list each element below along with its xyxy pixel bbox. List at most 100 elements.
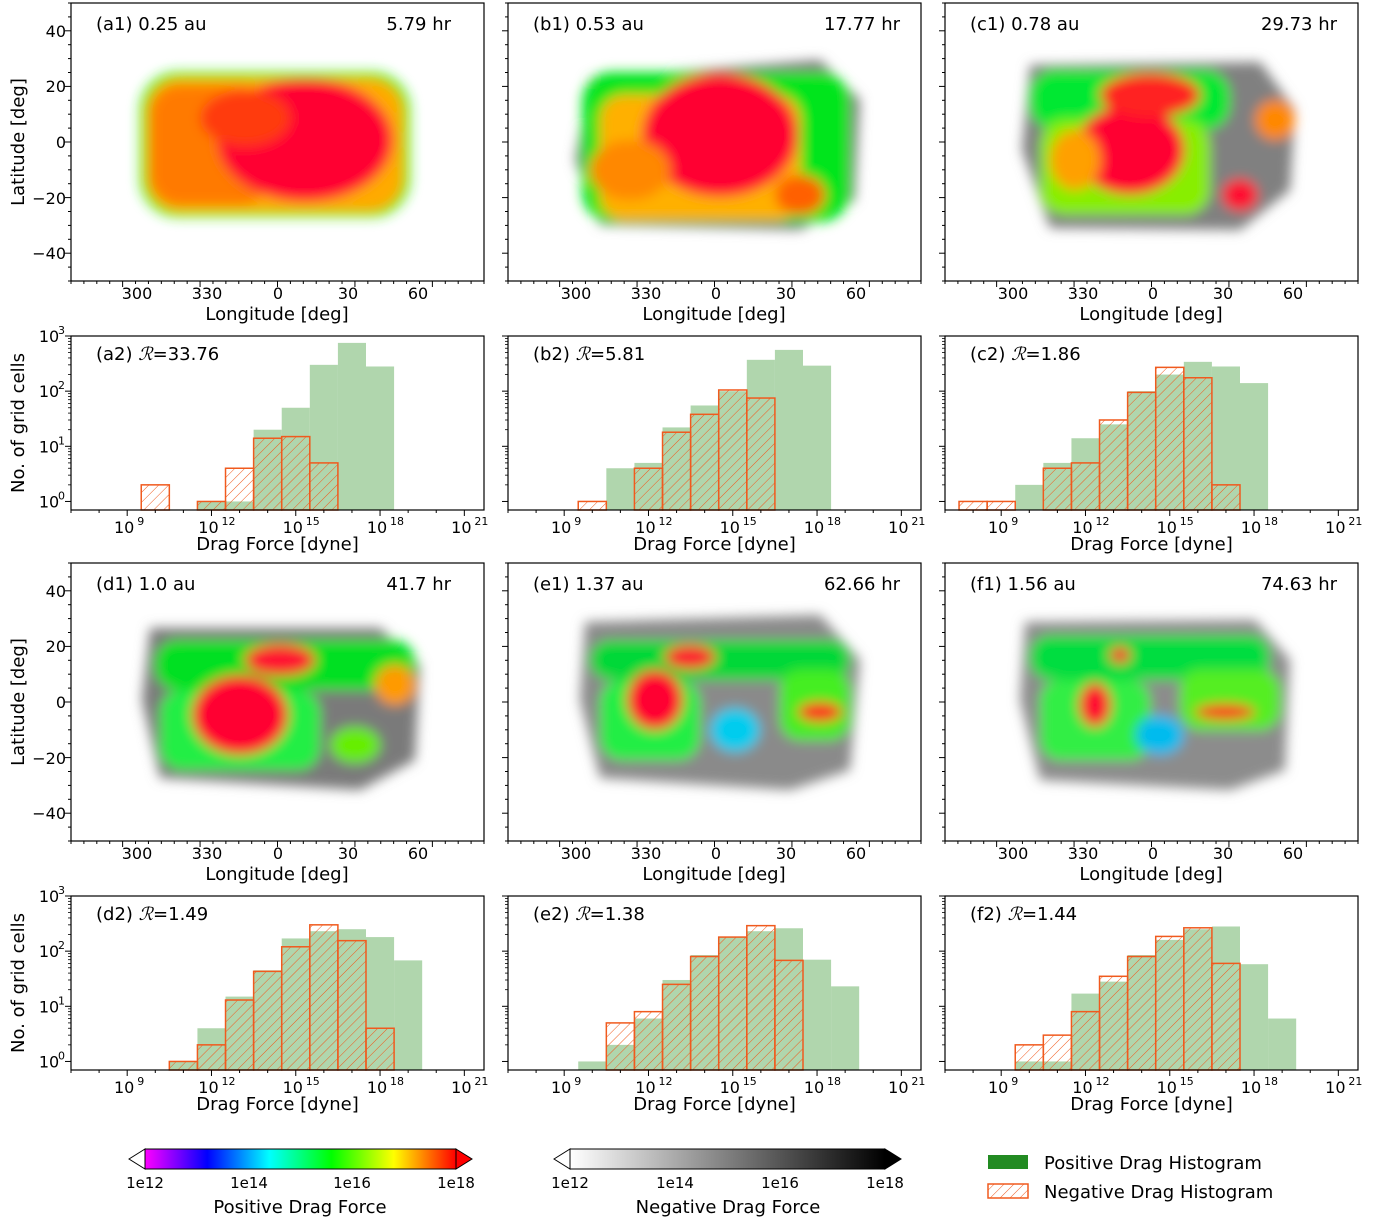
map-xtick: 0 [273,844,283,863]
map-xtick: 0 [711,844,721,863]
negative-bar [224,467,255,511]
negative-bar [1014,1044,1045,1071]
map-ytick: 40 [46,582,66,601]
hist-xtick-label: 10 [114,518,134,537]
negative-bar [577,500,608,511]
map-ytick: 0 [56,133,66,152]
hist-xlabel: Drag Force [dyne] [1070,534,1232,555]
hist-xtick-label: 10 [367,518,387,537]
legend-positive-swatch [988,1155,1028,1169]
legend-negative-label: Negative Drag Histogram [1044,1182,1273,1203]
panel-b1-time: 17.77 hr [824,14,901,35]
hist-xtick-exponent: 18 [827,1075,841,1088]
map-xtick-labels-e1: 300 330 0 30 60 [561,844,866,863]
negative-bar [1070,1010,1101,1071]
negative-bar [1042,1034,1073,1071]
hist-xtick-exponent: 12 [1095,515,1109,528]
colorbar-negative-tick: 1e18 [866,1174,904,1192]
map-ytick: 20 [46,637,66,656]
histogram-frame [944,895,1359,1071]
negative-bar [1126,955,1157,1071]
hist-ylabel: No. of grid cells [8,353,29,493]
negative-bar [252,970,283,1071]
negative-bar [1183,376,1213,511]
panel-e1-time: 62.66 hr [824,574,901,595]
map-ytick: −20 [32,749,66,768]
map-ytick: −20 [32,189,66,208]
negative-bar [280,435,311,511]
negative-bar [365,1027,395,1071]
negative-bar [309,924,339,1071]
panel-c1-label: (c1) 0.78 au [970,14,1079,35]
negative-bar [746,397,776,511]
negative-bar [661,983,692,1071]
positive-bar [1240,964,1269,1070]
map-xtick: 330 [631,844,662,863]
map-xtick: 30 [338,284,358,303]
positive-bar [1268,1018,1297,1070]
hist-ytick-label: 10 [39,327,59,346]
map-tick-marks [65,2,1359,847]
negative-bar [1211,484,1241,511]
hist-xtick-label: 10 [635,1078,655,1097]
map-panel-c1: (c1) 0.78 au 29.73 hr [944,2,1359,282]
hist-xtick-label: 10 [1241,1078,1261,1097]
hist-ytick-exponent: 2 [58,379,65,392]
hist-xtick-label: 10 [114,1078,134,1097]
colorbar-positive-tick: 1e14 [230,1174,268,1192]
hist-ytick-exponent: 0 [58,1049,65,1062]
positive-bar [1240,383,1269,510]
map-xtick: 0 [1148,284,1158,303]
map-xtick: 60 [1283,284,1303,303]
map-xtick: 30 [776,844,796,863]
map-panel-f1: (f1) 1.56 au 74.63 hr [944,562,1359,842]
negative-bar [1211,962,1241,1071]
map-panel-a1: (a1) 0.25 au 5.79 hr [70,2,485,282]
map-panel-b1: (b1) 0.53 au 17.77 hr [507,2,922,282]
hist-xtick-label: 10 [988,1078,1008,1097]
hist-xtick-label: 10 [1325,1078,1345,1097]
hist-xtick-exponent: 12 [221,1075,235,1088]
negative-bar [1070,462,1101,511]
map-xtick: 330 [1068,844,1099,863]
histogram-frame [70,335,485,511]
hist-ytick-exponent: 3 [58,884,65,897]
negative-bar [661,431,692,511]
negative-bar [605,1022,636,1071]
positive-bar [606,468,635,510]
hist-xtick-exponent: 9 [137,515,144,528]
map-xtick: 300 [122,844,153,863]
colorbar-positive: 1e12 1e14 1e16 1e18 Positive Drag Force [126,1148,475,1218]
hist-xtick-exponent: 21 [1348,1075,1362,1088]
hist-panel-label: (b2) ℛ=5.81 [533,344,645,365]
map-xtick-labels-f1: 300 330 0 30 60 [998,844,1303,863]
map-ytick: 20 [46,77,66,96]
hist-xtick-exponent: 18 [1264,1075,1278,1088]
map-xlabel-b1: Longitude [deg] [642,304,785,325]
hist-xtick-label: 10 [720,1078,740,1097]
hist-xtick-label: 10 [888,518,908,537]
hist-xtick-exponent: 9 [1011,515,1018,528]
positive-bar [1015,484,1044,510]
positive-bar [803,959,832,1070]
hist-xtick-label: 10 [1241,518,1261,537]
hist-ytick-label: 10 [39,887,59,906]
hist-xtick-exponent: 15 [306,1075,320,1088]
hist-ytick-exponent: 1 [58,994,65,1007]
heatmap-f1 [1020,620,1290,790]
hist-xtick-exponent: 9 [1011,1075,1018,1088]
hist-xtick-label: 10 [1157,518,1177,537]
colorbar-positive-high-arrow [455,1148,473,1170]
map-xtick: 60 [1283,844,1303,863]
panel-b1-label: (b1) 0.53 au [533,14,644,35]
negative-bar [774,959,804,1071]
hist-xtick-exponent: 9 [137,1075,144,1088]
map-xlabel-d1: Longitude [deg] [205,864,348,885]
colorbar-positive-tick: 1e16 [333,1174,371,1192]
colorbar-positive-bar [144,1148,457,1170]
map-xtick: 330 [1068,284,1099,303]
negative-bar [717,936,748,1071]
